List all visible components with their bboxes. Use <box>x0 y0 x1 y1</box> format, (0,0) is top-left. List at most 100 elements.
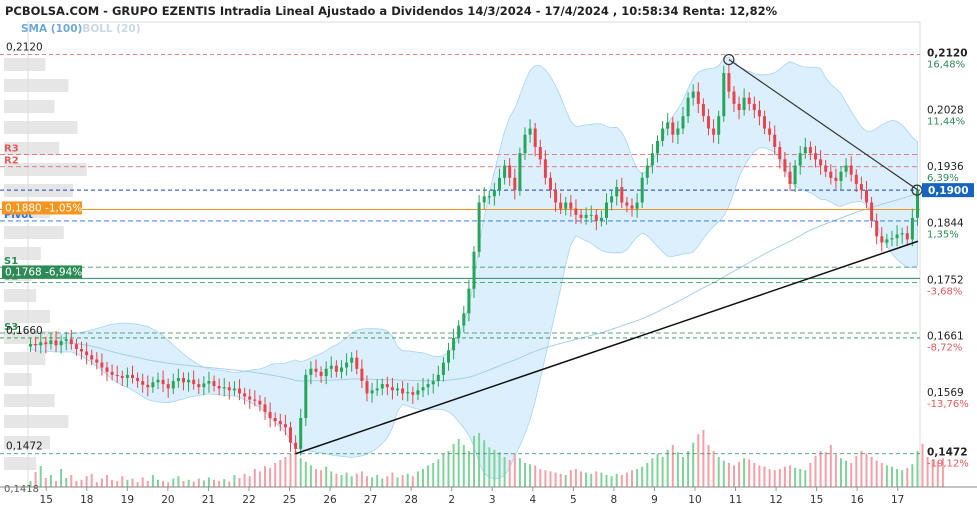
volume-bar <box>44 478 47 487</box>
volume-bar <box>264 466 266 487</box>
volume-bar <box>722 460 725 487</box>
candle-body <box>773 134 777 147</box>
candle-body <box>824 165 828 172</box>
volume-bar <box>738 461 741 487</box>
candle-body <box>49 340 53 345</box>
volume-bar <box>748 459 751 487</box>
volume-bar <box>733 465 735 487</box>
volume-bar <box>274 463 277 487</box>
volume-bar <box>437 459 440 487</box>
sma-line <box>30 192 918 382</box>
level-label-s3: S3 <box>4 322 18 333</box>
candle-body <box>803 147 807 154</box>
volume-bar <box>65 478 68 487</box>
volume-bar <box>789 465 791 487</box>
volume-bar <box>49 475 52 487</box>
candle-body <box>757 110 761 117</box>
support-mark-badge <box>2 265 82 279</box>
right-axis-pct: -13,76% <box>927 399 969 410</box>
volume-bar <box>671 445 674 487</box>
candle-body <box>701 103 705 117</box>
volume-bar <box>396 477 399 487</box>
volume-bar <box>773 470 776 487</box>
volume-bar <box>534 465 537 487</box>
volume-bar <box>325 466 328 487</box>
volume-bar <box>727 463 730 487</box>
level-label-r3: R3 <box>4 143 19 154</box>
candle-body <box>416 390 420 395</box>
volume-bar <box>891 466 893 487</box>
candle-body <box>273 418 277 422</box>
volume-bar <box>106 475 108 487</box>
x-axis-label: 22 <box>242 494 255 506</box>
candle-body <box>569 202 573 209</box>
candle-body <box>508 165 512 178</box>
candle-body <box>574 208 578 215</box>
right-axis-price: 0,2028 <box>927 104 964 116</box>
candle-body <box>161 379 165 385</box>
candle-body <box>80 349 83 352</box>
x-axis-label: 9 <box>651 494 658 506</box>
x-axis-label: 2 <box>448 494 455 506</box>
volume-bar <box>228 481 231 487</box>
candle-body <box>691 91 695 98</box>
volume-bar <box>544 470 547 487</box>
volume-bar <box>157 479 159 487</box>
volume-bar <box>559 473 562 487</box>
candle-body <box>187 379 191 383</box>
volume-bar <box>218 481 221 487</box>
x-axis-label: 10 <box>688 494 701 506</box>
candle-body <box>870 202 874 221</box>
candle-body <box>217 386 221 389</box>
volume-profile-bar <box>4 373 32 386</box>
volume-bar <box>177 476 180 487</box>
volume-bar <box>625 472 628 487</box>
volume-bar <box>498 452 501 487</box>
candle-body <box>656 140 659 154</box>
volume-bar <box>712 451 715 487</box>
candle-body <box>146 384 150 388</box>
candle-body <box>676 128 680 135</box>
volume-bar <box>488 447 491 487</box>
volume-bar <box>539 469 542 487</box>
candle-body <box>90 355 94 360</box>
volume-bar <box>809 463 812 487</box>
candle-body <box>304 374 308 418</box>
volume-bar <box>936 461 939 487</box>
left-price-label: 0,1660 <box>6 325 43 337</box>
volume-bar <box>100 478 103 487</box>
candle-body <box>207 381 211 384</box>
volume-bar <box>386 476 389 487</box>
volume-bar <box>615 473 618 487</box>
candle-body <box>243 393 247 397</box>
volume-bar <box>422 469 424 487</box>
candle-body <box>839 171 843 181</box>
candle-body <box>549 177 552 191</box>
volume-bar <box>207 477 210 487</box>
candle-body <box>875 220 879 237</box>
volume-bar <box>906 467 909 487</box>
candle-body <box>620 187 624 203</box>
volume-bar <box>692 442 695 487</box>
right-axis-pct: 16,48% <box>927 60 965 71</box>
x-axis-label: 16 <box>850 494 864 506</box>
volume-bar <box>457 439 460 487</box>
volume-bar <box>304 461 307 487</box>
candle-body <box>681 116 685 129</box>
volume-bar <box>284 457 287 487</box>
x-axis-label: 4 <box>529 494 536 506</box>
x-axis-label: 19 <box>121 494 134 506</box>
volume-bar <box>39 466 42 487</box>
volume-bar <box>666 449 669 487</box>
candle-body <box>29 344 32 347</box>
volume-profile-bar <box>4 415 69 428</box>
volume-bar <box>554 472 557 487</box>
candle-body <box>589 214 593 216</box>
candle-body <box>370 390 374 394</box>
volume-bar <box>381 478 384 487</box>
volume-bar <box>682 457 684 487</box>
volume-bar <box>29 481 32 487</box>
candle-body <box>375 388 379 391</box>
volume-profile-bar <box>4 142 60 155</box>
volume-bar <box>896 469 899 487</box>
